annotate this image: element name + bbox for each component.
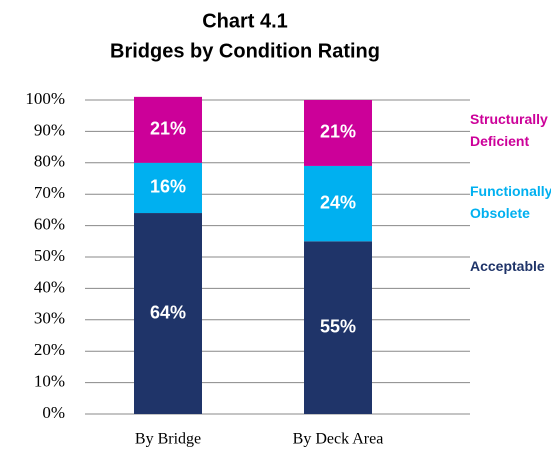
- chart-title: Chart 4.1: [202, 10, 288, 32]
- data-label: 55%: [320, 316, 356, 336]
- y-tick-label: 50%: [34, 246, 65, 265]
- bar-segment: [134, 213, 202, 414]
- data-label: 21%: [320, 122, 356, 142]
- bar-segment: [304, 241, 372, 414]
- legend-entry: Structurally Deficient: [470, 111, 548, 149]
- x-tick-label: By Bridge: [135, 431, 201, 448]
- y-tick-label: 60%: [34, 215, 65, 234]
- y-tick-label: 10%: [34, 372, 65, 391]
- y-tick-label: 70%: [34, 183, 65, 202]
- y-tick-label: 40%: [34, 277, 65, 296]
- bar-segment: [304, 100, 372, 166]
- x-tick-label: By Deck Area: [293, 431, 384, 448]
- y-tick-label: 80%: [34, 152, 65, 171]
- bar-segment: [134, 162, 202, 214]
- y-tick-label: 20%: [34, 340, 65, 359]
- legend-entry: Functionally Obsolete: [470, 183, 551, 221]
- bar-segment: [134, 96, 202, 163]
- data-label: 21%: [150, 119, 186, 139]
- bar-segment: [304, 165, 372, 242]
- data-label: 24%: [320, 192, 356, 212]
- data-label: 16%: [150, 177, 186, 197]
- legend-entry: Acceptable: [470, 258, 545, 274]
- y-tick-label: 90%: [34, 120, 65, 139]
- y-tick-label: 0%: [42, 403, 65, 422]
- y-tick-label: 100%: [25, 89, 65, 108]
- data-label: 64%: [150, 302, 186, 322]
- y-tick-label: 30%: [34, 309, 65, 328]
- chart-subtitle: Bridges by Condition Rating: [110, 40, 380, 62]
